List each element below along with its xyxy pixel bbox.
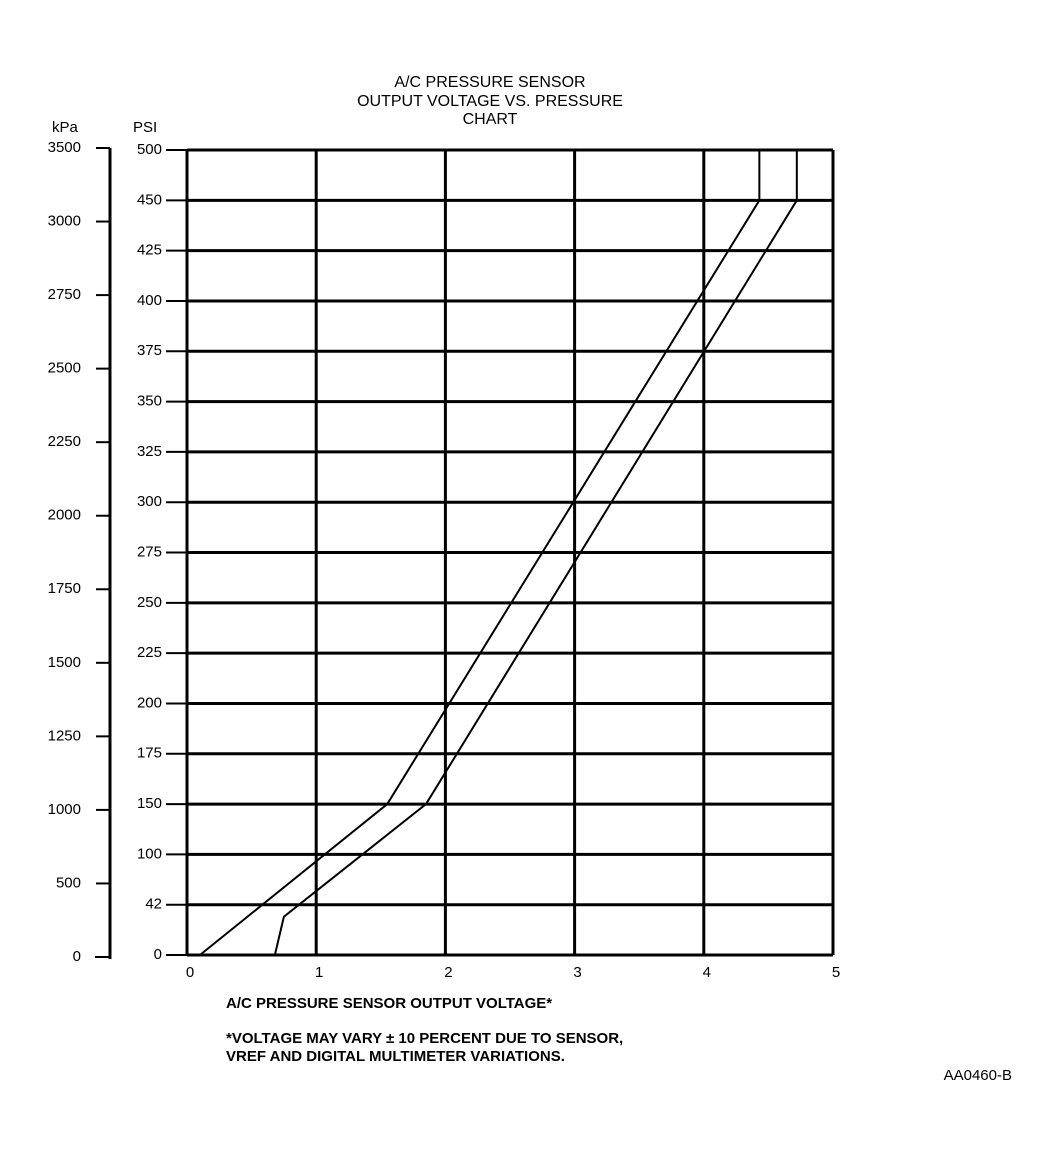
- y-tick-label: 200: [137, 694, 162, 711]
- y-tick-label: 100: [137, 845, 162, 862]
- y-tick-label: 350: [137, 393, 162, 410]
- y-tick-label: 150: [137, 795, 162, 812]
- x-tick-label: 5: [832, 964, 840, 981]
- y2-tick-label: 3500: [48, 139, 81, 156]
- y2-tick-label: 1750: [48, 580, 81, 597]
- x-tick-label: 1: [315, 964, 323, 981]
- y-tick-label: 450: [137, 191, 162, 208]
- y-tick-label: 275: [137, 543, 162, 560]
- figure-id: AA0460-B: [944, 1067, 1012, 1084]
- y-tick-label: 0: [154, 946, 162, 963]
- y-tick-label: 42: [145, 896, 162, 913]
- y2-tick-label: 2500: [48, 360, 81, 377]
- footnote: *VOLTAGE MAY VARY ± 10 PERCENT DUE TO SE…: [226, 1030, 623, 1047]
- band-line: [199, 150, 761, 956]
- footnote: VREF AND DIGITAL MULTIMETER VARIATIONS.: [226, 1048, 565, 1065]
- y-tick-label: 425: [137, 242, 162, 259]
- y2-tick-label: 1000: [48, 801, 81, 818]
- x-axis-label: A/C PRESSURE SENSOR OUTPUT VOLTAGE*: [226, 995, 552, 1012]
- y2-tick-label: 2250: [48, 433, 81, 450]
- y-tick-label: 175: [137, 745, 162, 762]
- y-tick-label: 400: [137, 292, 162, 309]
- y2-tick-label: 0: [73, 948, 81, 965]
- y2-tick-label: 2750: [48, 286, 81, 303]
- band-line: [273, 150, 798, 956]
- chart-title: OUTPUT VOLTAGE VS. PRESSURE: [357, 93, 623, 110]
- y2-tick-label: 2000: [48, 507, 81, 524]
- x-tick-label: 0: [186, 964, 194, 981]
- y-axis-label: PSI: [133, 119, 157, 136]
- x-tick-label: 2: [444, 964, 452, 981]
- y2-tick-label: 1500: [48, 654, 81, 671]
- y-tick-label: 225: [137, 644, 162, 661]
- x-tick-label: 3: [573, 964, 581, 981]
- y2-tick-label: 500: [56, 874, 81, 891]
- y-tick-label: 375: [137, 342, 162, 359]
- y-tick-label: 250: [137, 594, 162, 611]
- chart-title: A/C PRESSURE SENSOR: [394, 74, 585, 91]
- y2-tick-label: 3000: [48, 213, 81, 230]
- y-tick-label: 300: [137, 493, 162, 510]
- x-tick-label: 4: [703, 964, 711, 981]
- chart-title: CHART: [463, 111, 518, 128]
- y-tick-label: 500: [137, 141, 162, 158]
- y-tick-label: 325: [137, 443, 162, 460]
- y2-axis-label: kPa: [52, 119, 79, 136]
- y2-tick-label: 1250: [48, 727, 81, 744]
